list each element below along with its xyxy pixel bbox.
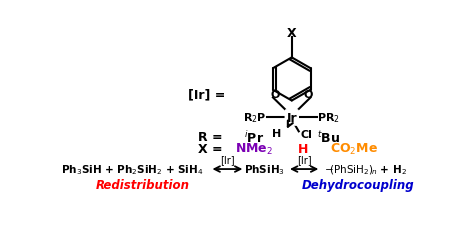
Text: Cl: Cl (300, 130, 312, 140)
Text: [Ir]: [Ir] (220, 155, 235, 165)
Text: [Ir] =: [Ir] = (188, 88, 225, 101)
Text: NMe$_2$: NMe$_2$ (236, 141, 273, 156)
Text: X: X (287, 27, 297, 40)
Text: [Ir]: [Ir] (297, 155, 311, 165)
Text: PhSiH$_3$: PhSiH$_3$ (244, 162, 285, 176)
Text: H: H (298, 142, 309, 155)
Text: Ph$_3$SiH + Ph$_2$SiH$_2$ + SiH$_4$: Ph$_3$SiH + Ph$_2$SiH$_2$ + SiH$_4$ (61, 162, 203, 176)
Text: $^t$Bu: $^t$Bu (317, 129, 341, 145)
Text: O: O (271, 89, 280, 99)
Text: PR$_2$: PR$_2$ (318, 111, 340, 125)
Text: Redistribution: Redistribution (96, 178, 190, 191)
Text: Dehydrocoupling: Dehydrocoupling (301, 178, 414, 191)
Text: $^i$Pr: $^i$Pr (245, 129, 264, 145)
Text: R =: R = (198, 131, 223, 144)
Text: O: O (303, 89, 313, 99)
Text: X =: X = (198, 142, 223, 155)
Text: R$_2$P: R$_2$P (243, 111, 266, 125)
Text: CO$_2$Me: CO$_2$Me (330, 141, 378, 156)
Text: H: H (273, 128, 282, 138)
Text: Ir: Ir (286, 112, 297, 124)
Text: $-\!\!\left(\mathrm{PhSiH_2}\right)_{\!n}$ + H$_2$: $-\!\!\left(\mathrm{PhSiH_2}\right)_{\!n… (324, 163, 407, 176)
